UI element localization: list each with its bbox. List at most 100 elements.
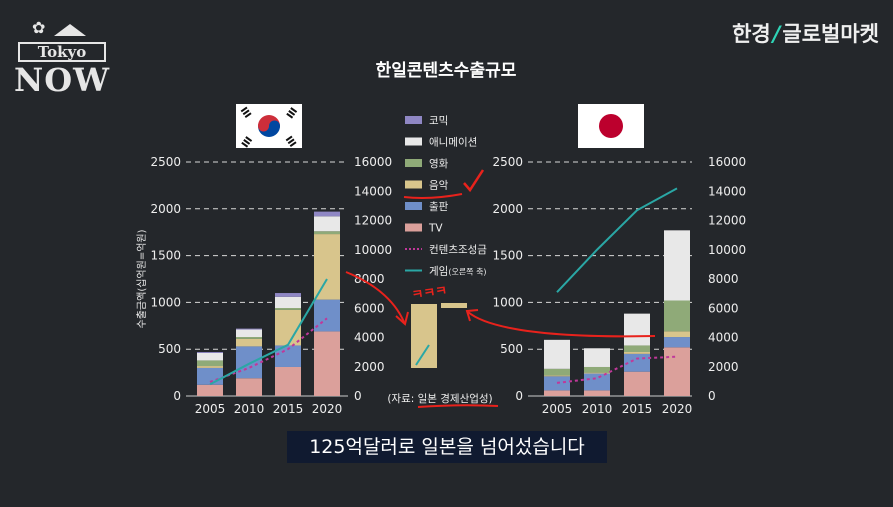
trigram-bar [245, 136, 253, 142]
y-tick-label: 500 [158, 342, 181, 356]
bar-segment [584, 366, 610, 373]
legend-swatch [405, 159, 422, 167]
y2-tick-label: 14000 [708, 184, 746, 198]
mini-bar-japan-music [441, 303, 467, 308]
y2-tick-label: 12000 [708, 214, 746, 228]
y2-tick-label: 10000 [354, 243, 392, 257]
korea-flag-icon [236, 104, 302, 148]
y2-tick-label: 6000 [354, 301, 385, 315]
flag-taeguk-dot-red [258, 120, 269, 132]
trigram-bar [240, 106, 248, 113]
y-tick-label: 1500 [492, 249, 523, 263]
annotation-arrowhead-left [395, 311, 409, 326]
y-tick-label: 2500 [492, 155, 523, 169]
legend-label: 코믹 [429, 115, 448, 127]
trigram-bar [242, 109, 250, 116]
x-tick-label: 2020 [312, 402, 343, 416]
legend-swatch [405, 137, 422, 146]
bar-segment [624, 352, 650, 354]
logo-line1: Tokyo [18, 42, 106, 62]
fund-line [209, 317, 328, 383]
bar-segment [624, 345, 650, 353]
x-tick-label: 2010 [234, 402, 265, 416]
y-tick-label: 2000 [492, 202, 523, 216]
y-tick-label: 1000 [492, 295, 523, 309]
y2-tick-label: 0 [708, 389, 716, 403]
x-tick-label: 2015 [273, 402, 304, 416]
bar-segment [275, 309, 301, 346]
annotation-underline-source [417, 404, 499, 408]
legend-swatch [405, 202, 422, 210]
flag-sun [599, 114, 623, 138]
flag-taeguk-dot-blue [269, 120, 280, 132]
y2-tick-label: 4000 [354, 331, 385, 345]
bar-segment [624, 371, 650, 396]
bar-segment [544, 376, 570, 391]
y-tick-label: 2000 [150, 202, 181, 216]
flag-trigram [240, 106, 252, 118]
legend-label: 게임(오른쪽 축) [429, 265, 487, 278]
y2-tick-label: 6000 [708, 301, 739, 315]
y2-tick-label: 12000 [354, 214, 392, 228]
bar-segment [275, 293, 301, 297]
bar-segment [664, 230, 690, 301]
legend-label: 애니메이션 [429, 137, 477, 149]
logo-line2: NOW [14, 61, 111, 99]
annotation-checkmark [463, 169, 485, 193]
bar-segment [314, 331, 340, 396]
y2-tick-label: 10000 [708, 243, 746, 257]
legend-swatch [405, 180, 422, 189]
x-tick-label: 2020 [662, 402, 693, 416]
chart-title: 한일콘텐츠수출규모 [376, 61, 517, 81]
y-tick-label: 1500 [150, 249, 181, 263]
bar-segment [314, 216, 340, 232]
bar-segment [664, 300, 690, 332]
bar-segment [314, 234, 340, 300]
x-tick-label: 2005 [195, 402, 226, 416]
flag-trigram [286, 107, 298, 119]
bar-segment [236, 338, 262, 347]
game-line [556, 187, 678, 293]
bar-segment [197, 360, 223, 367]
annotation-text: ㅋㅋㅋ [411, 284, 449, 304]
bar-segment [664, 347, 690, 396]
x-tick-label: 2010 [582, 402, 613, 416]
brand-left: 한경 [732, 22, 771, 46]
brand-logo: 한경/글로벌마켓 [732, 18, 879, 48]
legend-label: 출판 [429, 201, 449, 213]
game-line [209, 278, 328, 386]
bar-segment [624, 313, 650, 346]
y2-tick-label: 14000 [354, 184, 392, 198]
trigram-bar [244, 112, 252, 118]
bar-segment [584, 372, 610, 374]
mini-bar-korea-music [411, 304, 437, 368]
bar-segment [664, 331, 690, 338]
bar-segment [236, 378, 262, 396]
y-tick-label: 1000 [150, 295, 181, 309]
brand-right: 글로벌마켓 [782, 22, 879, 46]
trigram-bar [241, 141, 249, 148]
flag-trigram [241, 136, 253, 148]
legend-label: 음악 [429, 180, 449, 192]
trigram-bar [243, 139, 251, 145]
legend-swatch [405, 223, 422, 232]
bar-segment [544, 339, 570, 369]
y2-tick-label: 16000 [354, 155, 392, 169]
legend-swatch [405, 116, 422, 124]
tokyo-now-logo: ✿ Tokyo NOW [14, 20, 110, 100]
legend-label: 컨텐츠조성금 [429, 244, 487, 256]
bar-segment [584, 373, 610, 391]
flower-icon: ✿ [32, 18, 46, 37]
bar-segment [314, 211, 340, 217]
mountain-icon [54, 24, 86, 36]
flag-trigram [285, 135, 297, 147]
annotation-arrowhead-right [465, 309, 479, 322]
y-axis-label: 수출금액(십억원=억원) [136, 229, 148, 328]
y2-tick-label: 0 [354, 389, 362, 403]
slash-icon: / [772, 22, 781, 46]
fund-line [556, 355, 678, 384]
bar-segment [197, 366, 223, 368]
bar-segment [584, 348, 610, 367]
